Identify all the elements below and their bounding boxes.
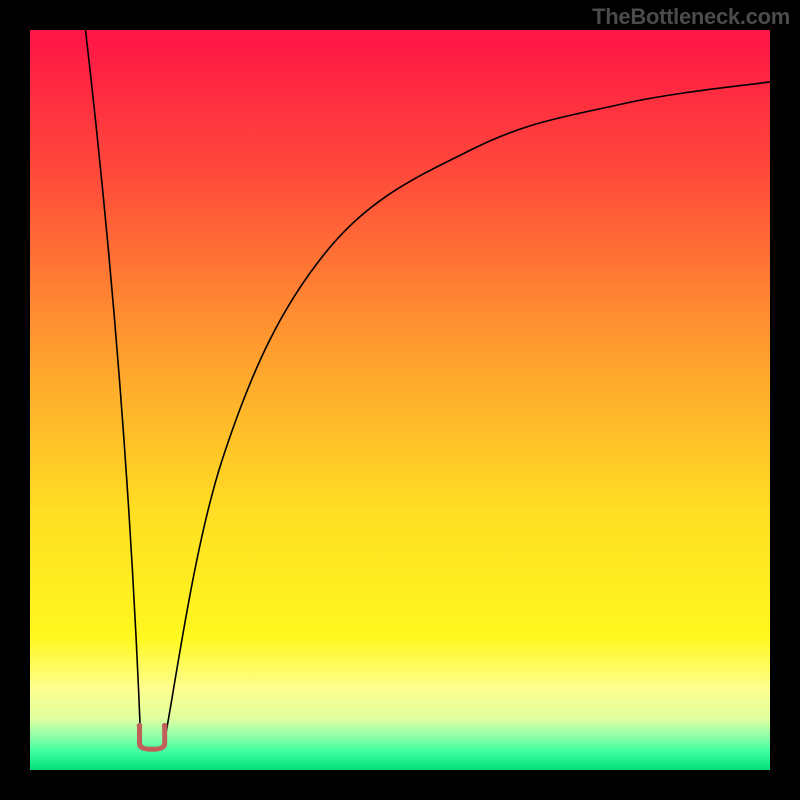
minimum-marker-cap [137, 723, 143, 729]
plot-gradient-background [30, 30, 770, 770]
watermark-text: TheBottleneck.com [592, 4, 790, 30]
minimum-marker-cap [162, 723, 168, 729]
bottleneck-chart [0, 0, 800, 800]
chart-container: TheBottleneck.com [0, 0, 800, 800]
